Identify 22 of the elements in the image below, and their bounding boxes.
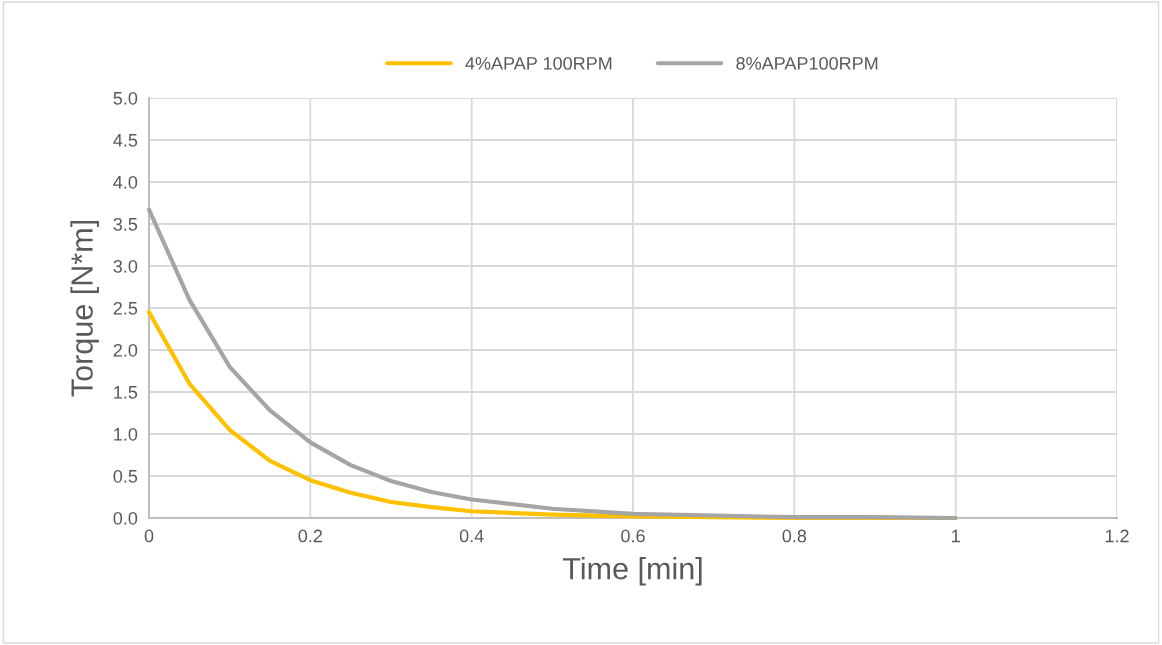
y-tick-label: 4.5 xyxy=(113,134,138,147)
x-tick-label: 0.8 xyxy=(782,529,807,543)
x-tick-label: 0 xyxy=(144,529,154,543)
y-tick-label: 1.5 xyxy=(114,386,138,399)
y-tick-label: 3.0 xyxy=(113,259,138,273)
y-axis-title: Torque [N*m] xyxy=(70,221,99,397)
y-tick-label: 5.0 xyxy=(113,91,138,105)
legend-label: 8%APAP100RPM xyxy=(736,57,878,70)
y-tick-label: 1.0 xyxy=(114,427,138,441)
x-tick-label: 0.2 xyxy=(298,529,322,543)
y-tick-label: 3.5 xyxy=(113,217,138,231)
legend-label: 4%APAP 100RPM xyxy=(465,57,612,70)
y-tick-label: 0.5 xyxy=(113,469,138,483)
y-tick-label: 2.5 xyxy=(113,301,138,315)
x-axis-title: Time [min] xyxy=(562,557,702,586)
x-tick-label: 0.6 xyxy=(621,529,645,543)
x-tick-label: 1.2 xyxy=(1105,529,1129,543)
y-tick-label: 0.0 xyxy=(113,511,138,525)
x-tick-label: 1 xyxy=(952,529,960,543)
y-tick-label: 2.0 xyxy=(113,343,138,357)
x-tick-label: 0.4 xyxy=(459,529,484,543)
y-tick-label: 4.0 xyxy=(113,175,138,189)
